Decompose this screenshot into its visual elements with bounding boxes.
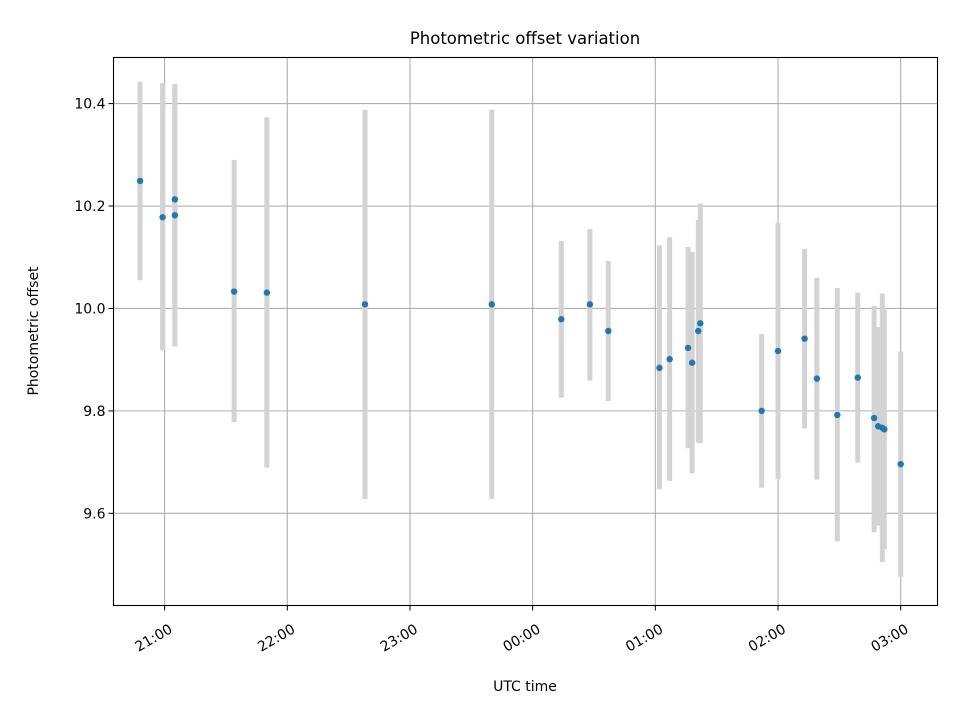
y-tick-label: 10.4 bbox=[74, 97, 105, 113]
data-point bbox=[697, 320, 704, 327]
data-point bbox=[695, 327, 702, 335]
chart-title: Photometric offset variation bbox=[410, 29, 640, 48]
y-tick-label: 9.6 bbox=[83, 506, 105, 522]
data-point bbox=[813, 375, 821, 382]
data-point bbox=[558, 316, 565, 323]
plot-frame bbox=[112, 56, 939, 607]
data-point bbox=[488, 301, 495, 308]
data-point bbox=[774, 347, 782, 355]
data-point bbox=[586, 301, 594, 308]
data-point bbox=[605, 327, 612, 335]
data-point bbox=[688, 359, 696, 366]
data-point bbox=[758, 407, 765, 415]
data-point bbox=[361, 301, 369, 308]
data-point bbox=[263, 289, 271, 296]
data-point bbox=[171, 212, 179, 219]
data-point bbox=[666, 355, 673, 363]
data-point bbox=[834, 411, 841, 419]
data-point bbox=[881, 426, 888, 433]
data-point bbox=[171, 196, 179, 203]
x-axis-label: UTC time bbox=[493, 679, 557, 695]
data-point bbox=[854, 374, 861, 381]
data-point bbox=[656, 364, 663, 372]
data-point bbox=[897, 460, 904, 468]
data-point bbox=[684, 344, 692, 352]
y-axis-label: Photometric offset bbox=[26, 266, 42, 396]
y-tick-label: 9.8 bbox=[83, 404, 105, 420]
data-point bbox=[159, 214, 166, 221]
data-points bbox=[136, 177, 904, 468]
grid bbox=[113, 57, 938, 606]
data-point bbox=[801, 335, 808, 342]
data-point bbox=[230, 288, 238, 295]
data-point bbox=[870, 414, 878, 422]
y-tick-label: 10.2 bbox=[74, 199, 105, 215]
data-point bbox=[136, 177, 144, 185]
y-tick-label: 10.0 bbox=[74, 301, 105, 317]
y-axis-ticks: 9.6 9.8 10.0 10.2 10.4 bbox=[74, 97, 114, 522]
